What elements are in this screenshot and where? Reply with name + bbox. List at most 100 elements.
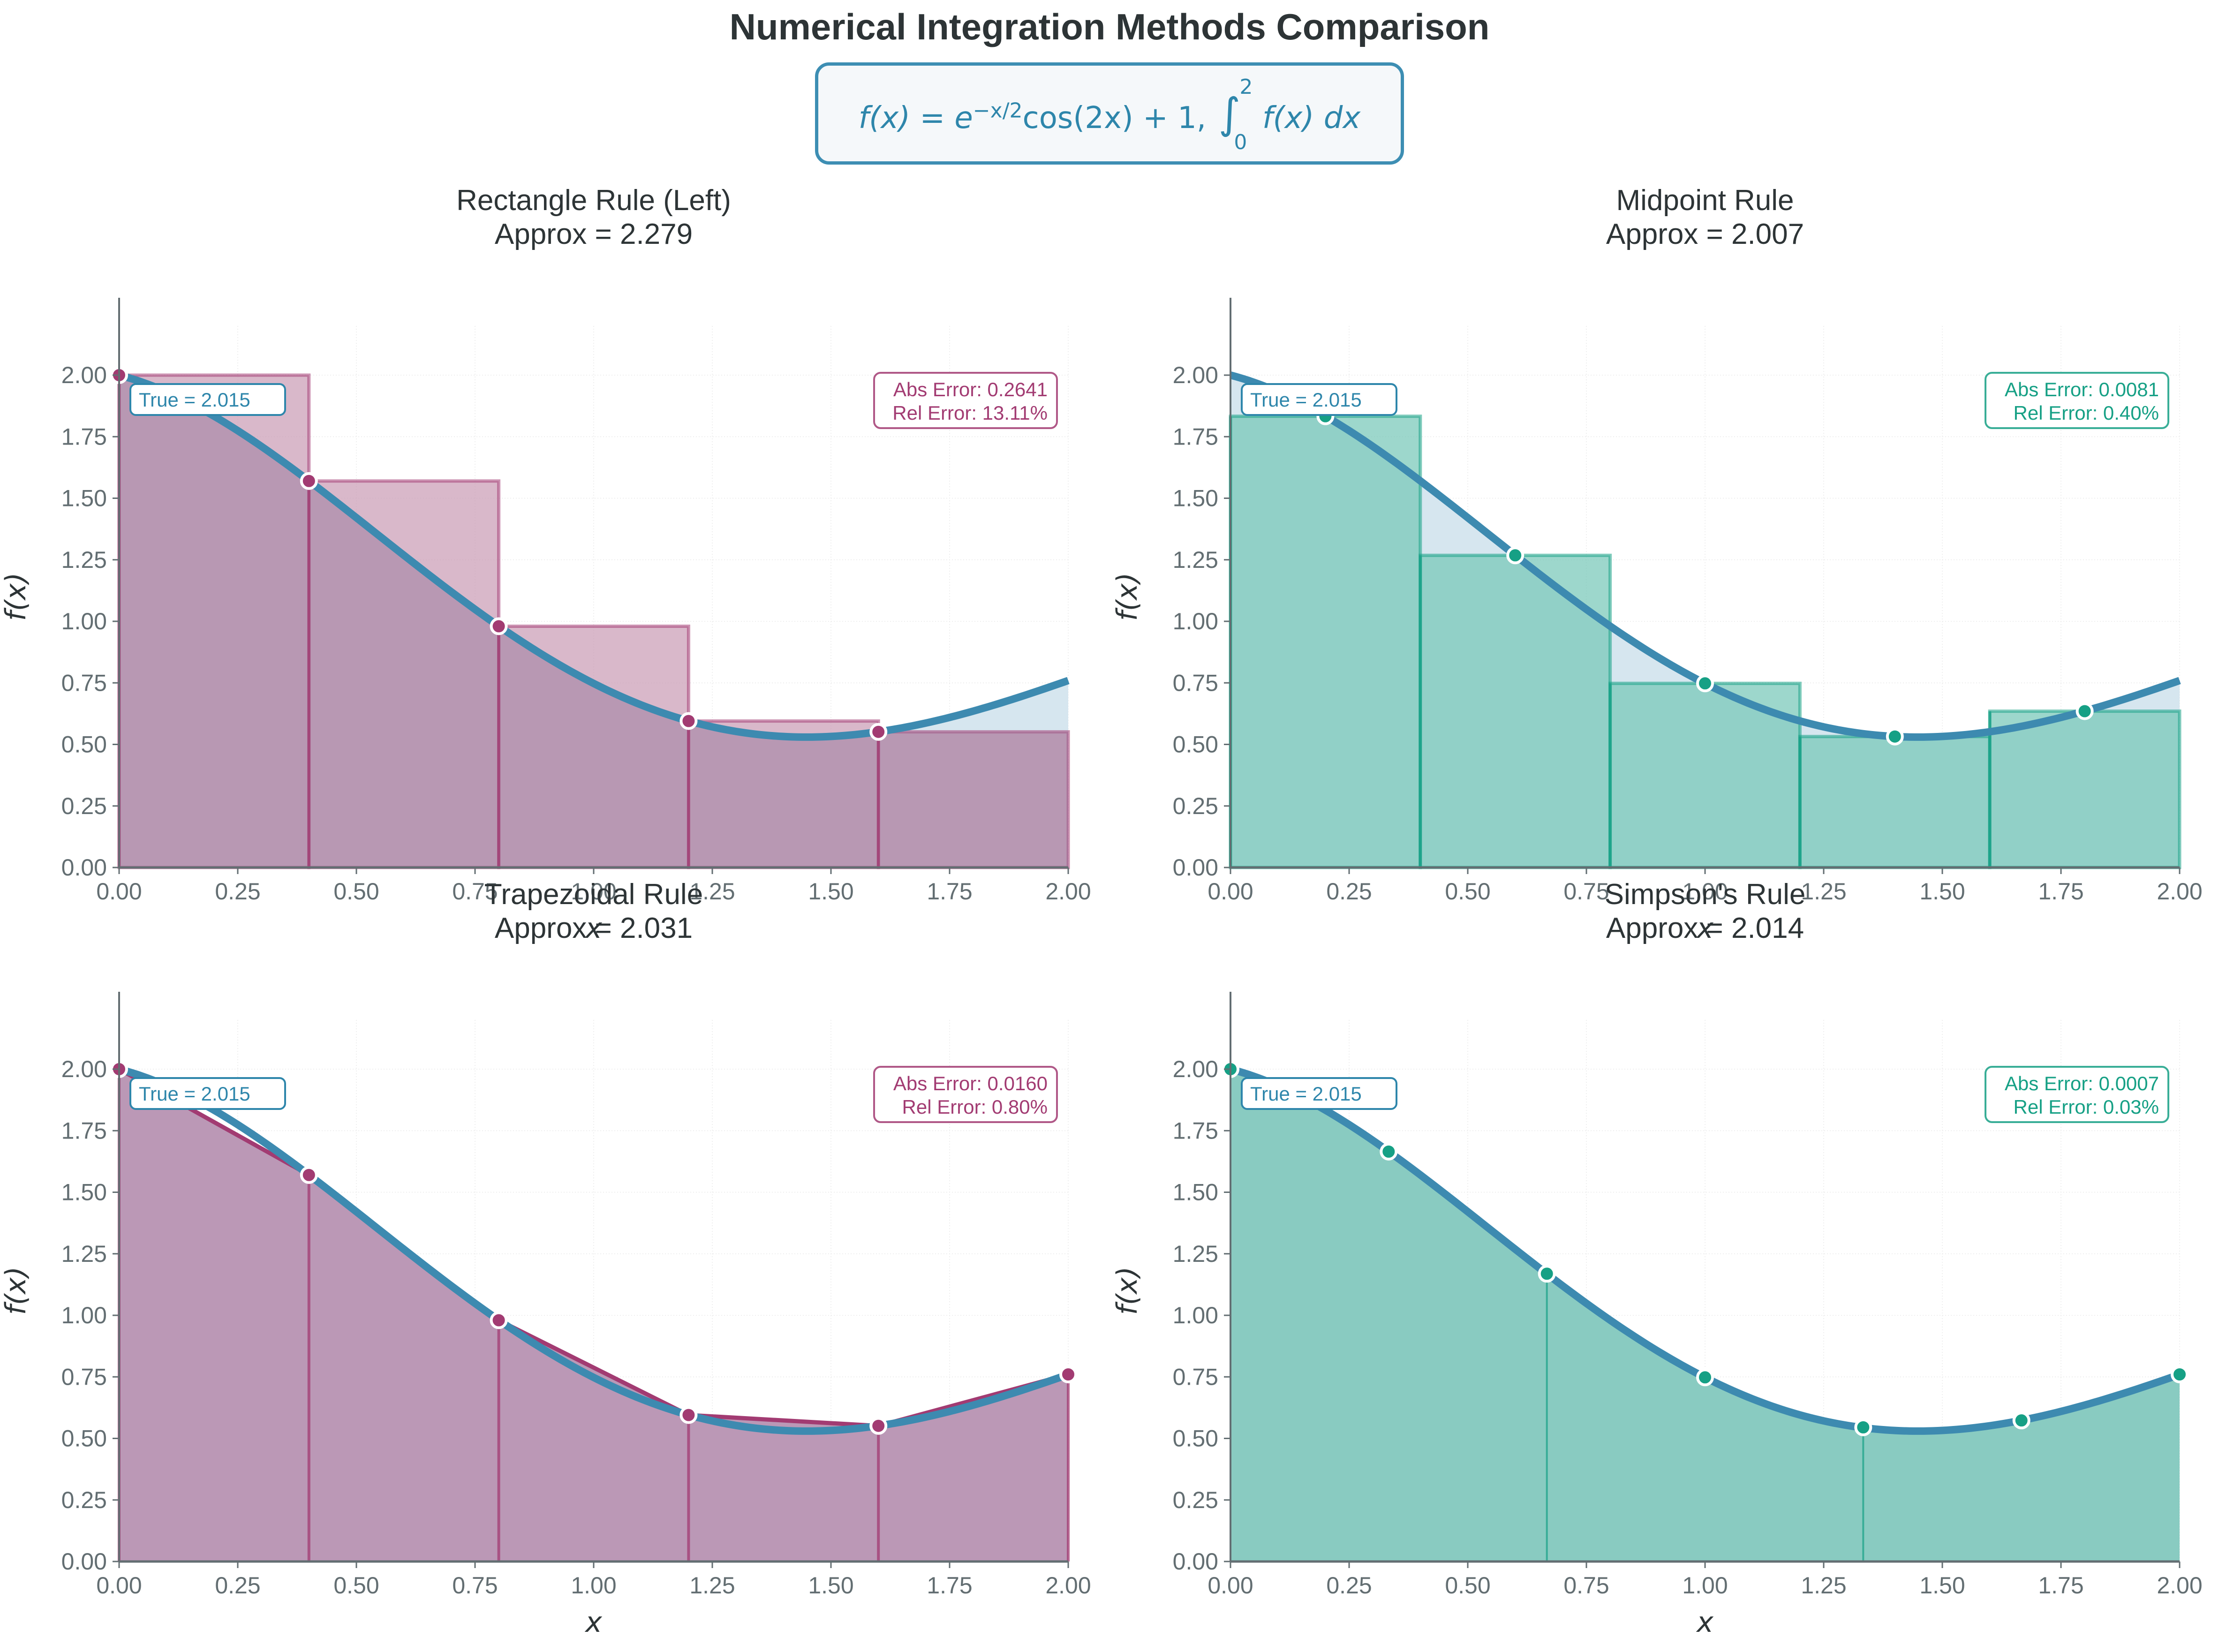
subplot-midpoint: 0.00 0.25 0.50 0.75 1.00 1.25 1.50 1.75 2.00 0.00… <box>1111 184 2203 945</box>
x-tick-label: 2.00 <box>2157 1572 2202 1599</box>
y-tick-label: 0.50 <box>1173 732 1218 758</box>
x-tick-label: 1.00 <box>571 1572 616 1599</box>
overlap-area <box>119 375 1068 867</box>
true-value-text: True = 2.015 <box>139 1083 250 1105</box>
true-value-text: True = 2.015 <box>1250 1083 1362 1105</box>
y-tick-label: 0.00 <box>61 854 107 881</box>
formula-exponent: −x/2 <box>973 98 1023 123</box>
rel-error-text: Rel Error: 13.11% <box>892 402 1048 424</box>
x-axis-label: x <box>1696 912 1713 945</box>
true-value-box <box>129 1077 286 1110</box>
x-tick-label: 1.00 <box>571 878 616 905</box>
x-tick-label: 0.25 <box>215 878 260 905</box>
subplot-approx: Approx = 2.279 <box>495 218 693 250</box>
true-value-text: True = 2.015 <box>139 389 250 411</box>
abs-error-text: Abs Error: 0.0160 <box>893 1072 1048 1094</box>
x-tick-label: 0.25 <box>1326 878 1372 905</box>
y-tick-label: 0.00 <box>61 1548 107 1575</box>
rel-error-text: Rel Error: 0.40% <box>2014 402 2159 424</box>
rel-error-text: Rel Error: 0.03% <box>2014 1096 2159 1118</box>
x-tick-label: 1.75 <box>2038 878 2083 905</box>
formula-lhs: f(x) = e <box>858 100 973 136</box>
bar <box>1988 709 2181 869</box>
sample-point <box>869 1417 888 1435</box>
bar <box>307 479 501 869</box>
y-tick-label: 0.75 <box>1173 1364 1218 1390</box>
x-tick-label: 1.25 <box>689 878 735 905</box>
sample-point <box>679 712 698 730</box>
formula-integrand: f(x) dx <box>1262 100 1361 136</box>
x-tick-label: 0.50 <box>1445 878 1490 905</box>
x-axis-label: x <box>1696 1606 1713 1639</box>
bar <box>497 625 690 869</box>
trapezoid-area <box>119 1069 1068 1561</box>
x-tick-label: 0.50 <box>1445 1572 1490 1599</box>
sample-point <box>1538 1265 1556 1283</box>
subplot-approx: Approx = 2.014 <box>1606 912 1804 944</box>
y-tick-label: 1.25 <box>1173 547 1218 573</box>
y-tick-label: 1.25 <box>61 547 107 573</box>
y-axis-label: f(x) <box>0 573 32 621</box>
y-tick-label: 2.00 <box>1173 362 1218 388</box>
y-tick-label: 0.75 <box>61 670 107 696</box>
sample-point <box>1696 674 1714 693</box>
y-tick-label: 1.50 <box>1173 485 1218 512</box>
y-tick-label: 1.25 <box>61 1241 107 1267</box>
x-tick-label: 0.75 <box>1563 878 1609 905</box>
x-tick-label: 0.50 <box>333 1572 379 1599</box>
bar <box>1229 415 1422 869</box>
subplot-approx: Approx = 2.031 <box>495 912 693 944</box>
y-tick-label: 1.75 <box>61 423 107 450</box>
y-tick-label: 0.75 <box>61 1364 107 1390</box>
figure-title: Numerical Integration Methods Comparison <box>729 6 1490 47</box>
x-tick-label: 0.25 <box>215 1572 260 1599</box>
true-value-box <box>1241 1077 1397 1110</box>
subplot-rectangle-left: 0.00 0.25 0.50 0.75 1.00 1.25 1.50 1.75 2.00 0.00… <box>0 184 1091 945</box>
rel-error-text: Rel Error: 0.80% <box>902 1096 1048 1118</box>
error-box <box>873 372 1058 429</box>
x-tick-label: 1.50 <box>808 878 853 905</box>
y-tick-label: 0.00 <box>1173 854 1218 881</box>
subplot-approx: Approx = 2.007 <box>1606 218 1804 250</box>
y-tick-label: 1.00 <box>1173 1302 1218 1328</box>
formula: f(x) = e−x/2cos(2x) + 1, ∫ 2 0 f(x) dx <box>858 75 1361 154</box>
abs-error-text: Abs Error: 0.0081 <box>2005 378 2159 400</box>
y-tick-label: 2.00 <box>61 362 107 388</box>
sample-point <box>490 617 508 635</box>
subplot-simpson: 0.00 0.25 0.50 0.75 1.00 1.25 1.50 1.75 2.00 0.00… <box>1111 878 2203 1639</box>
bar <box>876 730 1070 869</box>
x-tick-label: 1.50 <box>808 1572 853 1599</box>
y-tick-label: 0.50 <box>61 732 107 758</box>
x-tick-label: 1.25 <box>1801 1572 1846 1599</box>
x-axis-label: x <box>584 1606 602 1639</box>
y-tick-label: 0.50 <box>1173 1426 1218 1452</box>
x-tick-label: 0.75 <box>452 878 498 905</box>
y-tick-label: 0.50 <box>61 1426 107 1452</box>
sample-point <box>490 1311 508 1329</box>
simpson-area <box>1230 1069 2180 1561</box>
x-tick-label: 1.00 <box>1682 878 1728 905</box>
x-tick-label: 0.00 <box>1208 878 1253 905</box>
true-value-box <box>1241 383 1397 416</box>
integral-upper: 2 <box>1239 75 1253 99</box>
true-curve <box>118 371 1070 741</box>
x-tick-label: 1.25 <box>1801 878 1846 905</box>
true-value-annotation: True = 2.015 <box>1241 1077 1397 1110</box>
error-box <box>1985 1066 2169 1123</box>
x-tick-label: 2.00 <box>1045 878 1091 905</box>
sample-point <box>1059 1365 1077 1383</box>
subplot-trapezoidal: 0.00 0.25 0.50 0.75 1.00 1.25 1.50 1.75 2.00 0.00… <box>0 878 1091 1639</box>
true-curve <box>118 1065 1070 1435</box>
error-box <box>873 1066 1058 1123</box>
y-tick-label: 2.00 <box>61 1056 107 1082</box>
x-axis-label: x <box>584 912 602 945</box>
abs-error-text: Abs Error: 0.0007 <box>2005 1072 2159 1094</box>
x-tick-label: 0.75 <box>1563 1572 1609 1599</box>
integral-lower: 0 <box>1234 130 1247 154</box>
sample-point <box>1886 727 1904 746</box>
y-tick-label: 2.00 <box>1173 1056 1218 1082</box>
x-tick-label: 1.75 <box>927 878 972 905</box>
y-tick-label: 1.00 <box>1173 608 1218 634</box>
